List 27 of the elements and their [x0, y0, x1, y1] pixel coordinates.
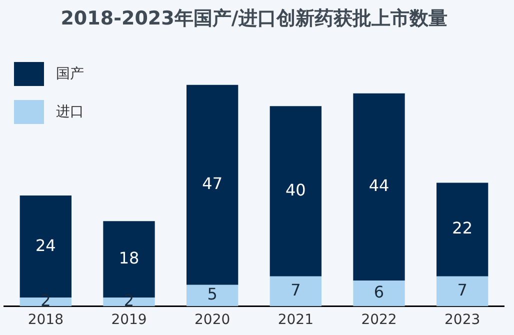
x-tick-label: 2018: [28, 312, 64, 328]
x-tick-label: 2023: [444, 312, 480, 328]
x-tick-label: 2020: [194, 312, 230, 328]
bar: [353, 93, 405, 281]
bar: [436, 182, 488, 276]
legend-label: 国产: [56, 65, 84, 83]
x-tick-label: 2022: [361, 312, 397, 328]
bar: [270, 106, 322, 276]
data-label: 24: [35, 236, 56, 255]
data-label: 6: [374, 282, 384, 302]
legend-label: 进口: [56, 103, 84, 121]
data-label: 7: [290, 280, 301, 300]
bar: [270, 276, 322, 306]
data-label: 44: [368, 176, 390, 196]
x-tick-label: 2019: [111, 312, 147, 328]
data-label: 18: [118, 248, 140, 268]
data-label: 47: [202, 174, 223, 194]
x-tick-label: 2021: [278, 312, 314, 328]
chart-title: 2018-2023年国产/进口创新药获批上市数量: [60, 7, 448, 30]
bar: [186, 284, 238, 306]
data-label: 5: [207, 284, 218, 304]
data-label: 22: [452, 218, 473, 238]
bar: [186, 84, 238, 285]
data-label: 40: [285, 180, 306, 200]
data-label: 7: [457, 280, 468, 300]
bar: [436, 276, 488, 306]
bar: [353, 280, 405, 306]
